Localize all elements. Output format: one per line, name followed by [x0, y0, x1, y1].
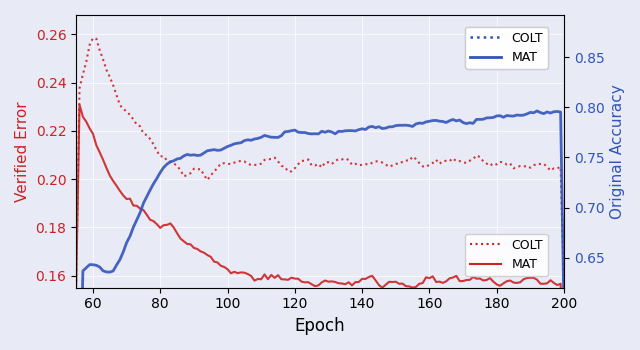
Y-axis label: Original Accuracy: Original Accuracy — [610, 84, 625, 219]
Y-axis label: Verified Error: Verified Error — [15, 101, 30, 202]
Legend: COLT, MAT: COLT, MAT — [465, 27, 548, 69]
X-axis label: Epoch: Epoch — [295, 317, 346, 335]
Legend: COLT, MAT: COLT, MAT — [465, 234, 548, 276]
